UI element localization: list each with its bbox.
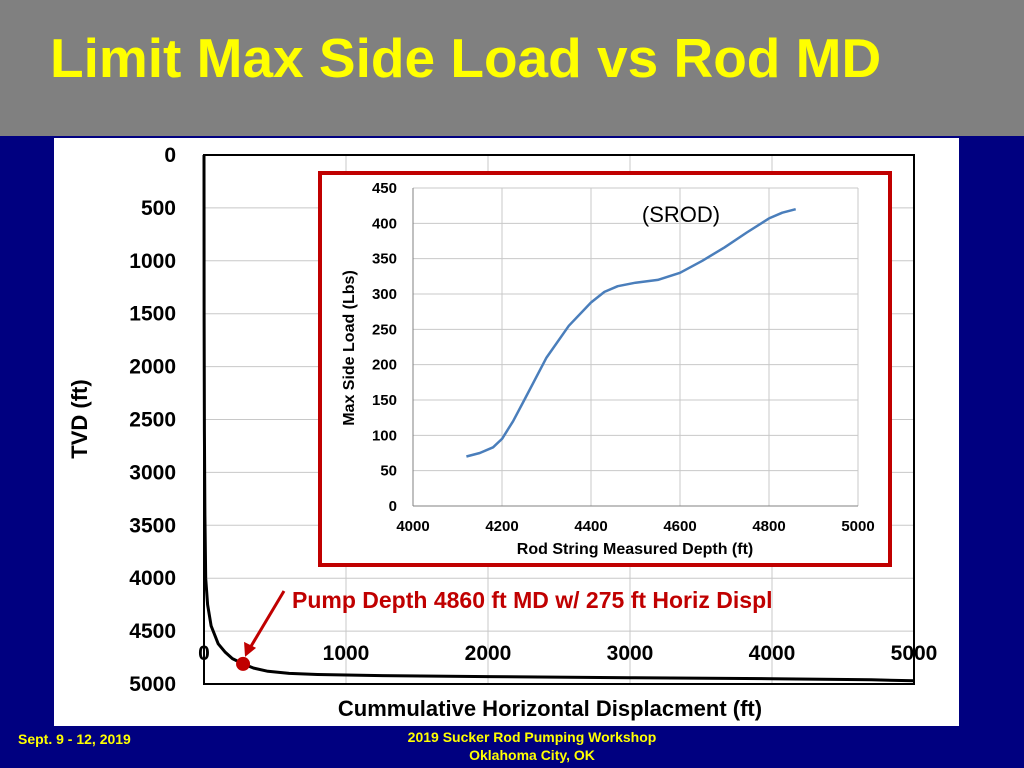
pump-depth-marker	[236, 656, 251, 671]
inset-y-tick-label: 450	[372, 180, 397, 197]
main-y-tick-label: 1000	[129, 250, 176, 273]
inset-chart-title: (SROD)	[642, 202, 720, 227]
chart-svg: 0500100015002000250030003500400045005000…	[67, 144, 938, 721]
main-y-tick-label: 0	[164, 144, 176, 167]
inset-x-tick-label: 4800	[752, 518, 785, 535]
main-x-tick-label: 5000	[891, 642, 938, 665]
main-y-tick-label: 4000	[129, 567, 176, 590]
main-x-tick-label: 2000	[465, 642, 512, 665]
inset-x-axis-label: Rod String Measured Depth (ft)	[517, 541, 753, 558]
inset-y-tick-label: 200	[372, 357, 397, 374]
inset-y-tick-label: 150	[372, 392, 397, 409]
chart-panel: 0 500 1000 1500 2000 2500 3000 3500 4000 4500 5000…	[54, 138, 959, 726]
main-x-tick-label: 4000	[749, 642, 796, 665]
footer-event-name: 2019 Sucker Rod Pumping Workshop	[407, 729, 657, 745]
main-y-tick-label: 3500	[129, 514, 176, 537]
inset-y-tick-label: 100	[372, 427, 397, 444]
inset-x-tick-label: 4400	[574, 518, 607, 535]
pump-depth-annotation: Pump Depth 4860 ft MD w/ 275 ft Horiz Di…	[292, 587, 773, 613]
slide-title: Limit Max Side Load vs Rod MD	[50, 27, 882, 89]
main-y-axis-label: TVD (ft)	[67, 379, 92, 458]
main-y-tick-label: 2000	[129, 356, 176, 379]
main-x-tick-label: 0	[198, 642, 210, 665]
footer-date: Sept. 9 - 12, 2019	[18, 731, 131, 747]
main-x-axis-label: Cummulative Horizontal Displacment (ft)	[338, 696, 762, 721]
inset-y-axis-label: Max Side Load (Lbs)	[341, 270, 358, 426]
pump-depth-arrow	[248, 590, 286, 649]
main-y-tick-label: 2500	[129, 409, 176, 432]
title-bar: Limit Max Side Load vs Rod MD	[0, 0, 1024, 136]
inset-y-tick-label: 300	[372, 286, 397, 303]
main-y-tick-label: 3000	[129, 461, 176, 484]
main-y-tick-label: 1500	[129, 303, 176, 326]
inset-y-tick-label: 0	[389, 498, 397, 515]
main-y-tick-label: 500	[141, 197, 176, 220]
inset-chart-border	[318, 171, 892, 567]
inset-y-tick-label: 350	[372, 251, 397, 268]
inset-x-tick-label: 4600	[663, 518, 696, 535]
footer-event: 2019 Sucker Rod Pumping Workshop Oklahom…	[332, 728, 732, 764]
inset-y-tick-label: 400	[372, 215, 397, 232]
main-x-tick-label: 3000	[607, 642, 654, 665]
inset-y-tick-label: 50	[380, 463, 397, 480]
inset-x-tick-label: 5000	[841, 518, 874, 535]
side-load-line	[466, 207, 797, 458]
pump-depth-arrowhead	[244, 641, 257, 657]
main-y-tick-label: 5000	[129, 673, 176, 696]
inset-x-tick-label: 4000	[396, 518, 429, 535]
main-y-tick-label: 4500	[129, 620, 176, 643]
inset-y-tick-label: 250	[372, 321, 397, 338]
footer-event-location: Oklahoma City, OK	[469, 747, 595, 763]
main-x-tick-label: 1000	[323, 642, 370, 665]
inset-x-tick-label: 4200	[485, 518, 518, 535]
